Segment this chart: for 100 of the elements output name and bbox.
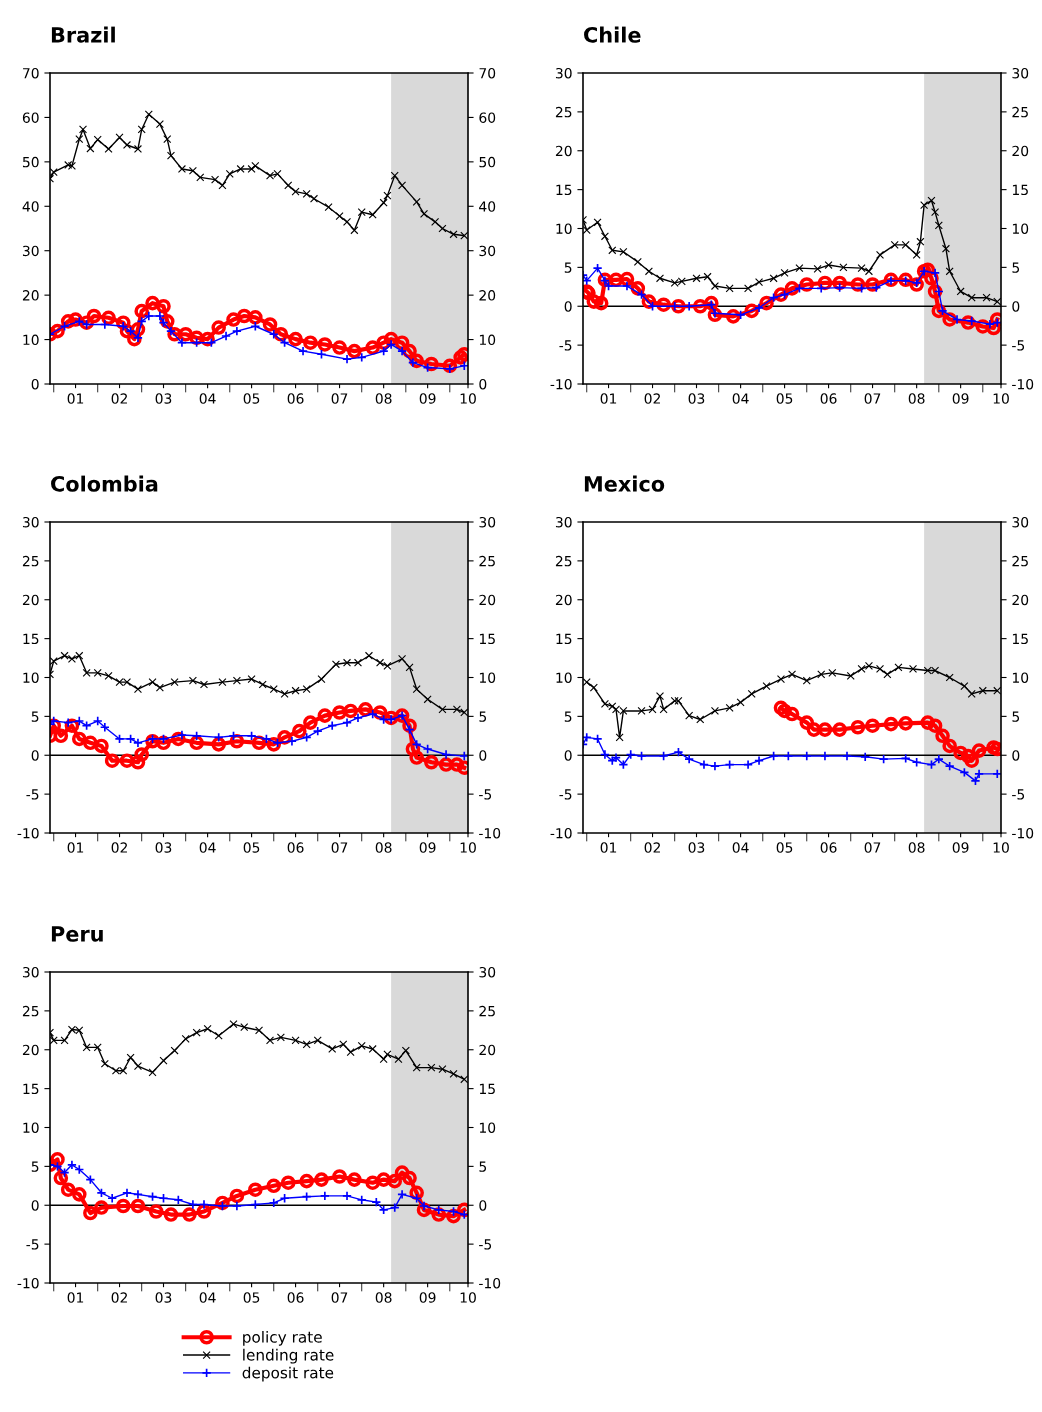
y2-tick-label: 25 (1012, 106, 1028, 118)
y-tick-label: 30 (22, 966, 39, 978)
x-tick-label: 05 (243, 1292, 260, 1303)
y-tick-label: 0 (31, 750, 39, 761)
y2-tick-label: 5 (1012, 262, 1020, 273)
x-tick-label: 10 (460, 1292, 476, 1303)
y-tick-label: 25 (555, 555, 572, 567)
x-tick-label: 07 (331, 393, 348, 404)
y2-tick-label: 25 (479, 555, 495, 567)
y-tick-label: 20 (555, 145, 572, 157)
y2-tick-label: 50 (479, 156, 496, 168)
x-tick-label: 09 (419, 1292, 436, 1303)
y-tick-label: 10 (23, 672, 39, 683)
y2-tick-label: 20 (479, 290, 496, 301)
y2-tick-label: 5 (479, 711, 487, 722)
x-tick-label: 09 (952, 842, 969, 853)
x-tick-label: 08 (908, 393, 925, 404)
x-tick-label: 03 (688, 842, 705, 853)
x-tick-label: 08 (375, 1292, 392, 1303)
y2-tick-label: 0 (479, 1200, 487, 1211)
x-tick-label: 07 (331, 842, 348, 853)
y2-tick-label: 30 (1012, 516, 1029, 528)
y-tick-label: 15 (23, 633, 39, 645)
y-tick-label: -10 (17, 827, 39, 839)
x-tick-label: 10 (993, 393, 1009, 404)
y-tick-label: 15 (556, 184, 572, 196)
legend-label: policy rate (243, 1330, 322, 1346)
y2-tick-label: -5 (1012, 789, 1025, 800)
x-tick-label: 01 (600, 393, 617, 404)
y-tick-label: -10 (550, 827, 572, 839)
x-tick-label: 08 (908, 842, 925, 853)
chart-title: Peru (51, 926, 103, 942)
y2-tick-label: 20 (1012, 594, 1029, 606)
y2-tick-label: 15 (479, 1083, 495, 1095)
y2-tick-label: 20 (1012, 145, 1029, 157)
x-tick-label: 06 (820, 393, 837, 404)
y2-tick-label: 0 (1012, 301, 1020, 312)
chart-title: Chile (584, 26, 641, 43)
y-tick-label: 10 (556, 672, 572, 683)
x-tick-label: 09 (419, 842, 436, 853)
y2-tick-label: -10 (1012, 827, 1034, 839)
x-tick-label: 07 (864, 842, 881, 853)
y2-tick-label: -10 (479, 1277, 501, 1289)
x-tick-label: 01 (67, 393, 84, 404)
x-tick-label: 09 (419, 393, 436, 404)
x-tick-label: 02 (111, 393, 127, 404)
x-tick-label: 01 (67, 842, 84, 853)
x-tick-label: 04 (199, 842, 216, 853)
y-tick-label: 70 (23, 67, 39, 79)
x-tick-label: 05 (243, 393, 260, 404)
y-tick-label: 0 (564, 750, 572, 761)
x-tick-label: 10 (460, 842, 476, 853)
y-tick-label: 20 (555, 594, 572, 606)
y2-tick-label: 15 (479, 633, 495, 645)
x-tick-label: 03 (155, 1292, 172, 1303)
y-tick-label: 15 (23, 1083, 39, 1095)
y-tick-label: 5 (564, 262, 572, 273)
y2-tick-label: 0 (479, 750, 487, 761)
y2-tick-label: -10 (1012, 378, 1034, 390)
x-tick-label: 04 (199, 1292, 216, 1303)
x-tick-label: 07 (864, 393, 881, 404)
y-tick-label: 50 (22, 156, 39, 168)
x-tick-label: 05 (776, 393, 793, 404)
y2-tick-label: 25 (1012, 555, 1028, 567)
y-tick-label: 30 (555, 67, 572, 79)
chart-title: Mexico (584, 475, 665, 492)
y-tick-label: 20 (22, 290, 39, 301)
y-tick-label: 60 (22, 112, 39, 123)
y-tick-label: 25 (22, 1005, 39, 1017)
y-tick-label: 5 (31, 1161, 39, 1172)
y2-tick-label: 40 (479, 201, 496, 212)
x-tick-label: 09 (952, 393, 969, 404)
y-tick-label: 30 (22, 516, 39, 528)
y2-tick-label: 70 (479, 67, 496, 79)
y-tick-label: 15 (556, 633, 572, 645)
y2-tick-label: 0 (1012, 750, 1020, 761)
x-tick-label: 06 (287, 1292, 304, 1303)
y-tick-label: 10 (556, 223, 572, 234)
y2-tick-label: 30 (479, 245, 496, 257)
chart-title: Colombia (51, 475, 158, 492)
y2-tick-label: 15 (1012, 633, 1028, 645)
y2-tick-label: -5 (1012, 340, 1025, 351)
y2-tick-label: 10 (1012, 672, 1029, 683)
y2-tick-label: 10 (479, 334, 496, 346)
x-tick-label: 04 (199, 393, 216, 404)
y-tick-label: -10 (17, 1277, 39, 1289)
x-tick-label: 02 (644, 842, 660, 853)
x-tick-label: 08 (375, 393, 392, 404)
y-tick-label: 10 (23, 334, 39, 346)
y2-tick-label: 10 (1012, 223, 1029, 234)
y-tick-label: 25 (555, 106, 572, 118)
y2-tick-label: 30 (479, 966, 496, 978)
y-tick-label: -5 (26, 789, 39, 800)
y2-tick-label: 60 (479, 112, 496, 123)
y2-tick-label: 10 (479, 672, 496, 683)
y-tick-label: 10 (23, 1122, 39, 1133)
y2-tick-label: 0 (479, 378, 487, 390)
x-tick-label: 06 (287, 393, 304, 404)
y2-tick-label: 5 (479, 1161, 487, 1172)
y-tick-label: 20 (22, 1044, 39, 1056)
